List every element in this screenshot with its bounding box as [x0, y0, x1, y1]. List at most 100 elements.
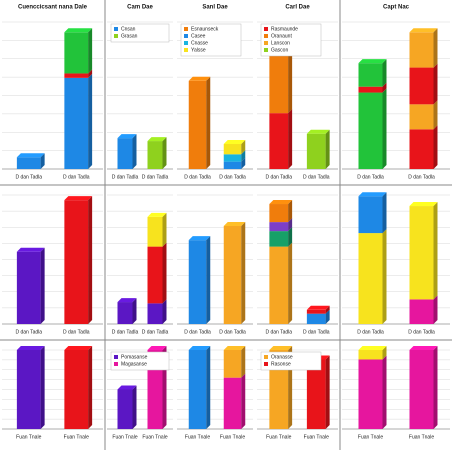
x-tick-label: Fuan Tnale: [358, 434, 383, 440]
bar-top: [358, 192, 387, 197]
bar-segment: [117, 302, 133, 324]
legend-label: Pomasanse: [121, 354, 148, 360]
x-tick-label: D dan Tadla: [15, 174, 42, 180]
legend-label: Casee: [191, 33, 206, 39]
bar-top: [269, 200, 293, 205]
x-tick-label: Fuan Tnale: [185, 434, 210, 440]
legend-label: Oranaunt: [271, 33, 292, 39]
bar-side: [40, 153, 45, 169]
bar-segment: [306, 359, 326, 429]
bar-segment: [16, 251, 41, 324]
legend-label: Gascon: [271, 47, 288, 53]
x-tick-label: D dan Tadla: [265, 174, 292, 180]
bar-side: [382, 192, 387, 234]
legend-swatch: [264, 355, 268, 359]
chart-title: Capt Nac: [383, 5, 410, 11]
bar-top: [16, 346, 45, 350]
x-tick-label: D dan Tadla: [303, 329, 330, 335]
legend-swatch: [264, 27, 268, 31]
legend-box: [180, 23, 242, 57]
bar-side: [288, 47, 293, 114]
bar-side: [162, 137, 167, 169]
bar-side: [206, 236, 211, 324]
bar-segment: [409, 104, 434, 130]
bar-segment: [358, 196, 383, 234]
x-tick-label: Fuan Tnale: [64, 434, 89, 440]
bar-side: [288, 218, 293, 232]
bar-side: [241, 150, 246, 162]
bar-segment: [223, 154, 242, 162]
bar-side: [382, 88, 387, 169]
bar-top: [306, 305, 330, 310]
bar-segment: [269, 51, 289, 114]
bar-segment: [409, 32, 434, 68]
legend-swatch: [264, 362, 268, 366]
bar-top: [409, 28, 438, 33]
legend-label: Yalsse: [191, 47, 206, 53]
bar-top: [358, 59, 387, 64]
x-tick-label: D dan Tadla: [184, 174, 211, 180]
legend-box: [260, 23, 322, 57]
legend-swatch: [264, 41, 268, 45]
legend-label: Oranasse: [271, 354, 293, 360]
bar-segment: [223, 377, 242, 429]
x-tick-label: D dan Tadla: [63, 329, 90, 335]
bar-side: [433, 63, 438, 105]
bar-segment: [16, 350, 41, 429]
bar-segment: [306, 309, 326, 314]
x-tick-label: D dan Tadla: [15, 329, 42, 335]
x-tick-label: Fuan Tnale: [409, 434, 434, 440]
bar-top: [64, 196, 93, 201]
bar-side: [88, 73, 93, 169]
bar-segment: [409, 299, 434, 324]
bar-side: [241, 221, 246, 324]
bar-segment: [358, 350, 383, 360]
x-tick-label: Fuan Tnale: [16, 434, 41, 440]
legend-label: Cnasse: [191, 40, 208, 46]
bar-segment: [269, 204, 289, 223]
bar-top: [188, 76, 211, 81]
legend-swatch: [184, 41, 188, 45]
bar-segment: [306, 313, 326, 324]
bar-side: [40, 247, 45, 324]
bar-top: [147, 137, 167, 142]
bar-side: [241, 140, 246, 155]
bar-side: [241, 346, 246, 378]
bar-side: [288, 242, 293, 324]
x-tick-label: D dan Tadla: [408, 329, 435, 335]
bar-side: [206, 76, 211, 169]
bar-top: [269, 346, 293, 350]
bar-top: [117, 298, 137, 303]
bar-side: [382, 346, 387, 360]
bar-side: [40, 346, 45, 429]
legend-label: Esnaunseck: [191, 26, 219, 32]
bar-segment: [188, 240, 207, 324]
bar-side: [88, 28, 93, 74]
legend-swatch: [264, 48, 268, 52]
bar-segment: [147, 141, 163, 169]
bar-top: [117, 385, 137, 390]
legend-label: Cnsan: [121, 26, 136, 32]
bar-side: [162, 242, 167, 304]
x-tick-label: D dan Tadla: [357, 329, 384, 335]
bar-side: [288, 227, 293, 247]
bar-top: [409, 346, 438, 350]
bar-segment: [147, 246, 163, 304]
legend-label: Rasmaunde: [271, 26, 298, 32]
bar-side: [433, 125, 438, 169]
bar-segment: [147, 303, 163, 324]
bar-segment: [223, 161, 242, 169]
bar-top: [117, 134, 137, 139]
legend-swatch: [184, 34, 188, 38]
bar-segment: [16, 157, 41, 169]
bar-top: [223, 140, 246, 145]
legend-label: Grasan: [121, 33, 138, 39]
bar-segment: [269, 246, 289, 324]
bar-side: [382, 59, 387, 87]
bar-segment: [269, 231, 289, 247]
bar-side: [382, 229, 387, 324]
bar-top: [16, 247, 45, 252]
bar-side: [382, 355, 387, 429]
legend-label: Lanscon: [271, 40, 290, 46]
bar-top: [306, 129, 330, 134]
